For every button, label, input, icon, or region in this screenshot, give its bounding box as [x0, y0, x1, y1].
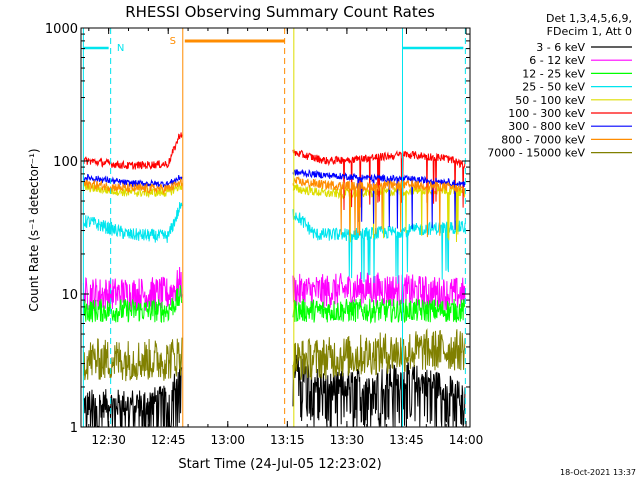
series-line-9	[82, 328, 466, 382]
x-tick-label-5: 13:30	[330, 433, 365, 447]
legend-label-3: 12 - 25 keV	[522, 67, 585, 80]
legend-label-5: 50 - 100 keV	[515, 94, 585, 107]
legend-label-4: 25 - 50 keV	[522, 81, 585, 94]
x-tick-label-3: 13:00	[210, 433, 245, 447]
legend-label-7: 300 - 800 keV	[508, 120, 585, 133]
legend-label-1: 3 - 6 keV	[536, 41, 585, 54]
series-line-3	[82, 285, 466, 325]
legend-label-2: 6 - 12 keV	[529, 54, 585, 67]
footer-timestamp: 18-Oct-2021 13:37	[560, 468, 636, 477]
marker-label-n: N	[117, 43, 124, 54]
legend: Det 1,3,4,5,6,9, FDecim 1, Att 0 3 - 6 k…	[487, 12, 632, 160]
x-tick-label-4: 13:15	[270, 433, 305, 447]
x-tick-label-2: 12:45	[151, 433, 186, 447]
chart-title: RHESSI Observing Summary Count Rates	[125, 3, 435, 21]
legend-header-line-1: Det 1,3,4,5,6,9,	[546, 12, 632, 25]
y-tick-label-2: 10	[61, 288, 78, 303]
series-line-1	[82, 354, 466, 428]
legend-label-8: 800 - 7000 keV	[501, 133, 585, 146]
x-tick-label-7: 14:00	[449, 433, 484, 447]
series-line-4	[82, 202, 466, 284]
marker-layer: NS	[82, 28, 466, 427]
legend-label-9: 7000 - 15000 keV	[487, 147, 585, 160]
x-tick-label-1: 12:30	[91, 433, 126, 447]
legend-header-line-2: FDecim 1, Att 0	[547, 25, 632, 38]
y-tick-label-1: 1	[70, 421, 78, 436]
plot-frame	[80, 27, 471, 428]
marker-label-s: S	[170, 36, 176, 47]
y-tick-label-4: 1000	[45, 22, 78, 37]
legend-label-6: 100 - 300 keV	[508, 107, 585, 120]
series-layer	[82, 132, 466, 428]
x-axis-label: Start Time (24-Jul-05 12:23:02)	[178, 457, 381, 472]
series-line-7	[82, 168, 466, 230]
series-line-8	[82, 175, 466, 238]
axis-layer: 12:30 12:45 13:00 13:15 13:30 13:45 14:00 1 10 10…	[45, 22, 483, 447]
series-line-2	[82, 266, 466, 312]
y-axis-label: Count Rate (s⁻¹ detector⁻¹)	[27, 148, 41, 311]
y-tick-label-3: 100	[53, 155, 78, 170]
x-tick-label-6: 13:45	[389, 433, 424, 447]
